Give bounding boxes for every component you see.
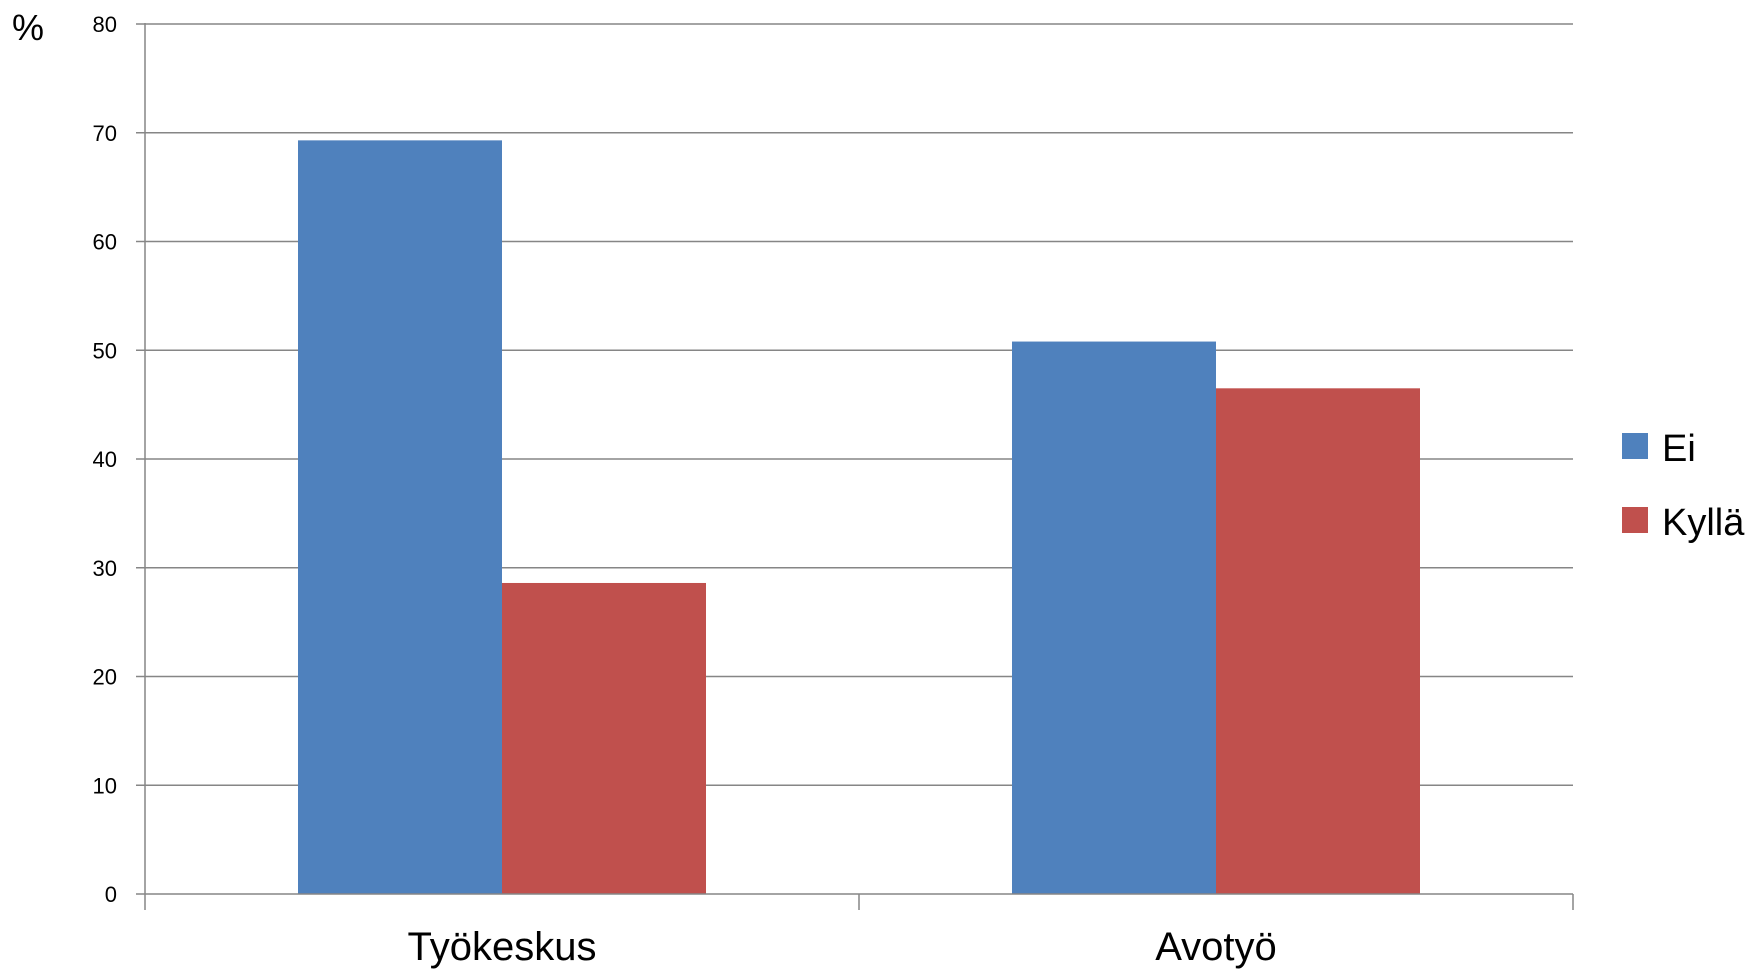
bar-kyll--1: [1216, 388, 1420, 894]
legend-swatch: [1622, 507, 1648, 533]
bar-kyll--0: [502, 582, 706, 894]
legend-swatch: [1622, 433, 1648, 459]
y-tick-label: 80: [93, 12, 117, 37]
y-tick-label: 30: [93, 556, 117, 581]
y-tick-label: 60: [93, 230, 117, 255]
legend-label: Kyllä: [1662, 502, 1745, 544]
y-tick-label: 40: [93, 447, 117, 472]
y-tick-label: 50: [93, 338, 117, 363]
bar-ei-1: [1012, 341, 1216, 894]
bars: [298, 140, 1420, 895]
x-axis-ticks: Työkeskus Avotyö: [408, 925, 1277, 969]
legend: Ei Kyllä: [1622, 428, 1745, 544]
x-tick-label: Työkeskus: [408, 925, 597, 969]
y-tick-label: 20: [93, 665, 117, 690]
bar-ei-0: [298, 140, 502, 895]
x-tick-label: Avotyö: [1155, 925, 1277, 969]
y-tick-label: 0: [105, 882, 117, 907]
y-axis-label: %: [12, 7, 44, 48]
axes: [144, 23, 1574, 910]
y-tick-label: 70: [93, 121, 117, 146]
y-tick-label: 10: [93, 773, 117, 798]
legend-label: Ei: [1662, 428, 1696, 470]
y-axis-ticks: 0 10 20 30 40 50 60 70 80: [93, 12, 145, 907]
